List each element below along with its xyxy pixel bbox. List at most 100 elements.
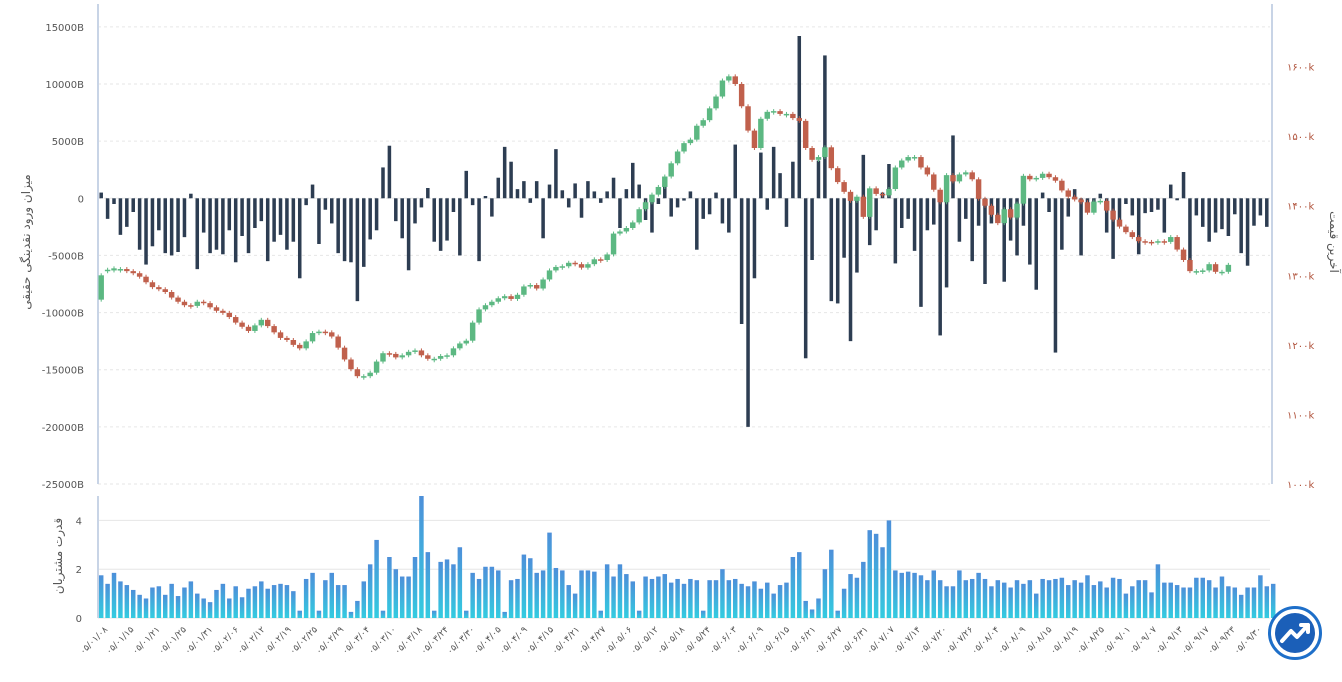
candle-body [469, 322, 476, 341]
candle-body [886, 189, 892, 196]
flow-bar [1188, 198, 1192, 260]
candle-body [143, 276, 149, 283]
buyer-power-bar [707, 580, 712, 618]
flow-bar [586, 181, 590, 199]
buyer-power-bar [1046, 580, 1052, 618]
buyer-power-bar [925, 580, 930, 618]
left-tick-label: -15000B [42, 366, 84, 377]
candle-body [931, 174, 937, 190]
x-date-label: ۰۵/۰۱/۳۱ [183, 625, 215, 657]
flow-bar [1207, 198, 1211, 242]
buyer-power-bar [1066, 585, 1071, 618]
candle-body [777, 111, 783, 114]
buyer-power-bar [700, 610, 706, 618]
candle-body [1155, 241, 1161, 243]
flow-bar [720, 198, 725, 224]
buyer-power-bar [271, 585, 277, 618]
buyer-power-bar [1001, 582, 1007, 618]
candle-body [899, 160, 905, 168]
flow-bar [1136, 198, 1141, 255]
flow-bar [566, 198, 571, 208]
flow-bar [1149, 198, 1154, 212]
candle-body [623, 228, 630, 232]
candle-body [1059, 180, 1065, 191]
buyer-power-bar [528, 558, 533, 618]
flow-bar [1239, 198, 1243, 254]
buyer-power-bar [624, 574, 629, 618]
candle-body [726, 76, 732, 81]
x-date-label: ۰۵/۰۹/۰۱ [1101, 625, 1133, 657]
flow-bar [778, 173, 782, 199]
buyer-power-bar [380, 610, 386, 618]
buyer-power-bar [765, 582, 770, 618]
buyer-power-bar [848, 574, 853, 618]
candle-body [713, 96, 719, 109]
left-axis-title: میزان ورود نقدینگی حقیقی [19, 174, 34, 309]
candle-body [1193, 271, 1200, 273]
flow-bar [355, 198, 360, 302]
flow-bar [297, 198, 302, 279]
flow-bar [1098, 193, 1103, 199]
candle-body [1091, 201, 1097, 213]
candle-body [841, 182, 847, 192]
flow-bar [919, 198, 923, 307]
candle-body [828, 147, 835, 169]
flow-bar [592, 191, 597, 199]
candle-body [149, 282, 156, 288]
flow-bar [1233, 198, 1237, 215]
candle-body [1180, 249, 1187, 260]
flow-bar [1053, 198, 1058, 353]
candle-body [1161, 241, 1168, 243]
flow-bar [707, 198, 712, 215]
flow-bar [983, 198, 987, 284]
flow-bar [387, 145, 392, 199]
flow-bar [887, 164, 891, 199]
buyer-power-bar [1091, 585, 1097, 618]
candle-body [514, 294, 521, 299]
buyer-power-bar [732, 578, 738, 618]
flow-bar [285, 198, 289, 250]
buyer-power-bars [98, 496, 1276, 618]
left-tick-label: -20000B [42, 423, 84, 434]
flow-bar [573, 183, 577, 199]
x-axis-date-labels: ۰۵/۰۱/۰۸۰۵/۰۱/۱۵۰۵/۰۱/۲۱۰۵/۰۱/۲۵۰۵/۰۱/۳۱… [78, 625, 1264, 657]
flow-bar [733, 144, 737, 199]
candle-body [578, 264, 585, 268]
buyer-power-bar [175, 596, 181, 618]
candle-body [1129, 232, 1136, 238]
candle-body [751, 130, 758, 148]
buyer-power-bar [1136, 580, 1141, 618]
flow-bar [823, 55, 827, 199]
candle-body [1187, 260, 1193, 272]
candle-body [393, 353, 399, 358]
buyer-power-bar [989, 586, 994, 618]
buyer-power-bar [675, 578, 680, 618]
buyer-power-bar [656, 576, 661, 618]
buyer-power-bar [867, 530, 872, 618]
buyer-power-bar [1110, 577, 1116, 618]
buyer-power-bar [1098, 581, 1103, 618]
candle-body [1027, 175, 1033, 180]
flow-bar [438, 198, 443, 251]
buyer-power-bar [745, 586, 751, 618]
buyer-power-bar [1021, 583, 1026, 618]
candle-body [213, 307, 220, 311]
candle-body [892, 167, 899, 190]
candle-body [495, 298, 501, 302]
buyer-power-bar [560, 570, 565, 618]
buyer-power-bar [809, 609, 815, 618]
candle-body [706, 108, 713, 121]
buyer-power-bar [1258, 575, 1263, 618]
flow-bar [419, 198, 424, 208]
buyer-power-bar [540, 570, 546, 618]
buyer-power-bar [399, 576, 405, 618]
candle-body [297, 344, 303, 349]
buyer-power-bar [931, 570, 937, 618]
buyer-power-bar [348, 611, 354, 618]
candle-body [399, 355, 405, 358]
buyer-power-bar [425, 552, 431, 618]
buyer-power-bar [854, 577, 860, 618]
candle-body [617, 231, 623, 234]
flow-bar [99, 192, 103, 199]
brand-logo[interactable] [1268, 606, 1322, 660]
